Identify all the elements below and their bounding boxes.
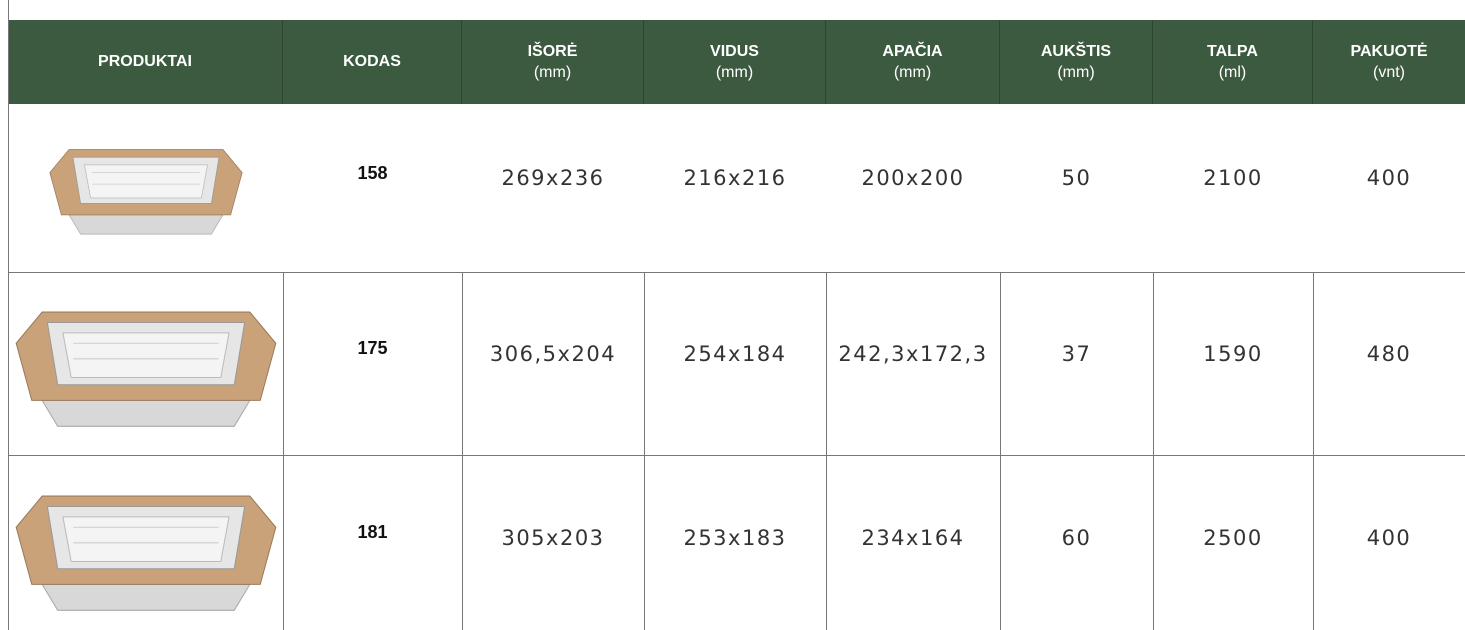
product-image	[46, 128, 246, 248]
cell-value: 60	[1000, 455, 1153, 620]
cell-value: 200x200	[826, 104, 1000, 252]
cell-value: 2100	[1153, 104, 1313, 252]
cell-value: 305x203	[462, 455, 644, 620]
header-cell: VIDUS (mm)	[644, 20, 826, 104]
header-title: TALPA	[1207, 43, 1258, 61]
header-cell: PAKUOTĖ (vnt)	[1313, 20, 1465, 104]
cell-value: 400	[1313, 455, 1465, 620]
product-image	[11, 478, 281, 618]
header-unit: (mm)	[1057, 64, 1094, 82]
product-code: 175	[283, 272, 462, 425]
cell-value: 306,5x204	[462, 272, 644, 435]
product-cell	[8, 104, 283, 272]
page: PRODUKTAI KODAS IŠORĖ (mm) VIDUS (mm) APAČIA (m…	[0, 0, 1465, 630]
header-unit: (vnt)	[1373, 64, 1405, 82]
header-unit: (mm)	[716, 64, 753, 82]
header-title: KODAS	[343, 53, 401, 71]
product-code: 181	[283, 455, 462, 610]
product-cell	[8, 272, 283, 455]
cell-value: 2500	[1153, 455, 1313, 620]
header-cell: TALPA (ml)	[1153, 20, 1313, 104]
cell-value: 216x216	[644, 104, 826, 252]
product-image	[11, 294, 281, 434]
header-cell: KODAS	[283, 20, 462, 104]
cell-value: 50	[1000, 104, 1153, 252]
header-unit: (mm)	[534, 64, 571, 82]
header-title: PAKUOTĖ	[1350, 43, 1427, 61]
header-unit: (ml)	[1219, 64, 1247, 82]
header-title: PRODUKTAI	[98, 53, 192, 71]
cell-value: 269x236	[462, 104, 644, 252]
header-unit: (mm)	[894, 64, 931, 82]
product-code: 158	[283, 104, 462, 242]
cell-value: 254x184	[644, 272, 826, 435]
cell-value: 242,3x172,3	[826, 272, 1000, 435]
header-title: IŠORĖ	[528, 43, 578, 61]
header-title: APAČIA	[882, 43, 942, 61]
header-cell: IŠORĖ (mm)	[462, 20, 644, 104]
cell-value: 234x164	[826, 455, 1000, 620]
header-cell: AUKŠTIS (mm)	[1000, 20, 1153, 104]
cell-value: 480	[1313, 272, 1465, 435]
header-title: VIDUS	[710, 43, 759, 61]
cell-value: 37	[1000, 272, 1153, 435]
cell-value: 253x183	[644, 455, 826, 620]
cell-value: 1590	[1153, 272, 1313, 435]
cell-value: 400	[1313, 104, 1465, 252]
product-cell	[8, 455, 283, 630]
header-cell: APAČIA (mm)	[826, 20, 1000, 104]
header-title: AUKŠTIS	[1041, 43, 1111, 61]
header-cell: PRODUKTAI	[8, 20, 283, 104]
